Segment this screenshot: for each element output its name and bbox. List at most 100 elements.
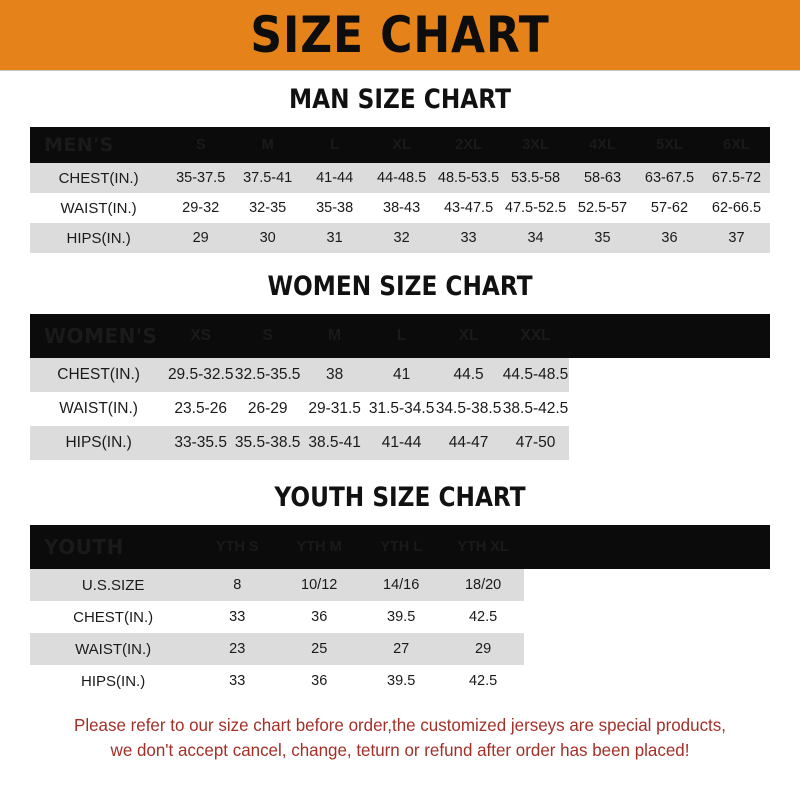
men-header-size: M — [234, 127, 302, 163]
youth-table-row: CHEST(IN.) 33 36 39.5 42.5 — [30, 601, 770, 633]
youth-header-size — [687, 525, 770, 569]
men-size-section: MAN SIZE CHART MEN'S S M L XL 2XL 3XL 4XL 5XL 6XL… — [0, 84, 800, 253]
men-cell: 52.5-57 — [569, 193, 636, 223]
men-row-label: CHEST(IN.) — [30, 163, 168, 193]
women-header-size: L — [368, 314, 436, 358]
youth-cell-empty — [524, 601, 607, 633]
women-cell: 38.5-42.5 — [502, 392, 570, 426]
order-policy-note-line-1: Please refer to our size chart before or… — [74, 715, 726, 735]
women-cell: 23.5-26 — [167, 392, 235, 426]
page-title: SIZE CHART — [250, 6, 550, 64]
men-cell: 67.5-72 — [702, 163, 770, 193]
men-size-table: MEN'S S M L XL 2XL 3XL 4XL 5XL 6XL CHEST(IN.) 35-3… — [30, 127, 770, 253]
men-table-head: MEN'S S M L XL 2XL 3XL 4XL 5XL 6XL — [30, 127, 770, 163]
women-cell-empty — [702, 392, 770, 426]
women-cell-empty — [569, 392, 636, 426]
men-header-size: 2XL — [435, 127, 503, 163]
men-cell: 35-37.5 — [167, 163, 235, 193]
youth-header-row: YOUTH YTH S YTH M YTH L YTH XL — [30, 525, 770, 569]
women-header-row: WOMEN'S XS S M L XL XXL — [30, 314, 770, 358]
youth-cell: 25 — [278, 633, 361, 665]
women-cell: 41 — [368, 358, 436, 392]
women-cell: 38.5-41 — [301, 426, 369, 460]
women-cell-empty — [702, 426, 770, 460]
men-section-title: MAN SIZE CHART — [289, 84, 511, 115]
youth-cell: 39.5 — [360, 601, 443, 633]
youth-cell: 39.5 — [360, 665, 443, 697]
youth-cell: 8 — [196, 569, 279, 601]
men-table-body: CHEST(IN.) 35-37.5 37.5-41 41-44 44-48.5 48.5… — [30, 163, 770, 253]
women-cell-empty — [635, 426, 703, 460]
youth-table-row: HIPS(IN.) 33 36 39.5 42.5 — [30, 665, 770, 697]
men-table-row: WAIST(IN.) 29-32 32-35 35-38 38-43 43-47.5 47.… — [30, 193, 770, 223]
women-cell-empty — [569, 358, 636, 392]
women-header-size: XL — [435, 314, 503, 358]
youth-cell: 29 — [442, 633, 525, 665]
women-header-size — [702, 314, 770, 358]
women-size-table: WOMEN'S XS S M L XL XXL CHEST(IN.) 29.5-32.5 32.… — [30, 314, 770, 460]
men-cell: 36 — [635, 223, 703, 253]
youth-size-table: YOUTH YTH S YTH M YTH L YTH XL U.S.SIZE 8 10/1… — [30, 525, 770, 697]
youth-row-label: HIPS(IN.) — [30, 665, 197, 697]
men-cell: 37 — [702, 223, 770, 253]
youth-cell-empty — [606, 633, 688, 665]
youth-cell-empty — [524, 569, 607, 601]
men-cell: 48.5-53.5 — [435, 163, 503, 193]
women-cell: 44.5 — [435, 358, 503, 392]
order-policy-note-line-2: we don't accept cancel, change, teturn o… — [110, 740, 690, 761]
youth-cell-empty — [687, 633, 770, 665]
youth-table-row: U.S.SIZE 8 10/12 14/16 18/20 — [30, 569, 770, 601]
men-header-size: 3XL — [502, 127, 570, 163]
women-cell: 32.5-35.5 — [234, 358, 302, 392]
men-header-label: MEN'S — [30, 127, 168, 163]
men-header-size: 6XL — [702, 127, 770, 163]
women-cell: 29.5-32.5 — [167, 358, 235, 392]
men-cell: 47.5-52.5 — [502, 193, 570, 223]
women-row-label: HIPS(IN.) — [30, 426, 168, 460]
men-cell: 30 — [234, 223, 302, 253]
women-cell: 35.5-38.5 — [234, 426, 302, 460]
women-cell-empty — [635, 392, 703, 426]
men-cell: 43-47.5 — [435, 193, 503, 223]
men-cell: 53.5-58 — [502, 163, 570, 193]
youth-header-size: YTH M — [278, 525, 361, 569]
men-cell: 29-32 — [167, 193, 235, 223]
men-cell: 35 — [569, 223, 636, 253]
youth-size-section: YOUTH SIZE CHART YOUTH YTH S YTH M YTH L YTH… — [0, 482, 800, 697]
men-cell: 31 — [301, 223, 369, 253]
men-header-row: MEN'S S M L XL 2XL 3XL 4XL 5XL 6XL — [30, 127, 770, 163]
youth-cell-empty — [687, 601, 770, 633]
youth-section-title: YOUTH SIZE CHART — [274, 482, 526, 513]
men-cell: 63-67.5 — [635, 163, 703, 193]
youth-row-label: CHEST(IN.) — [30, 601, 197, 633]
men-cell: 29 — [167, 223, 235, 253]
men-cell: 44-48.5 — [368, 163, 436, 193]
youth-cell: 33 — [196, 601, 279, 633]
youth-header-size — [606, 525, 688, 569]
men-cell: 57-62 — [635, 193, 703, 223]
youth-cell-empty — [687, 665, 770, 697]
youth-cell: 14/16 — [360, 569, 443, 601]
men-row-label: HIPS(IN.) — [30, 223, 168, 253]
youth-cell: 36 — [278, 665, 361, 697]
men-table-row: HIPS(IN.) 29 30 31 32 33 34 35 36 37 — [30, 223, 770, 253]
men-cell: 62-66.5 — [702, 193, 770, 223]
women-cell: 44.5-48.5 — [502, 358, 570, 392]
youth-header-size — [524, 525, 607, 569]
youth-table-row: WAIST(IN.) 23 25 27 29 — [30, 633, 770, 665]
men-cell: 58-63 — [569, 163, 636, 193]
youth-cell-empty — [524, 665, 607, 697]
men-cell: 37.5-41 — [234, 163, 302, 193]
youth-cell-empty — [687, 569, 770, 601]
women-cell: 44-47 — [435, 426, 503, 460]
men-cell: 41-44 — [301, 163, 369, 193]
women-row-label: CHEST(IN.) — [30, 358, 168, 392]
men-header-size: XL — [368, 127, 436, 163]
youth-cell-empty — [606, 569, 688, 601]
youth-cell-empty — [524, 633, 607, 665]
youth-row-label: WAIST(IN.) — [30, 633, 197, 665]
women-header-size — [635, 314, 703, 358]
women-table-row: WAIST(IN.) 23.5-26 26-29 29-31.5 31.5-34.5 34… — [30, 392, 770, 426]
men-cell: 32 — [368, 223, 436, 253]
women-section-title: WOMEN SIZE CHART — [267, 271, 533, 302]
